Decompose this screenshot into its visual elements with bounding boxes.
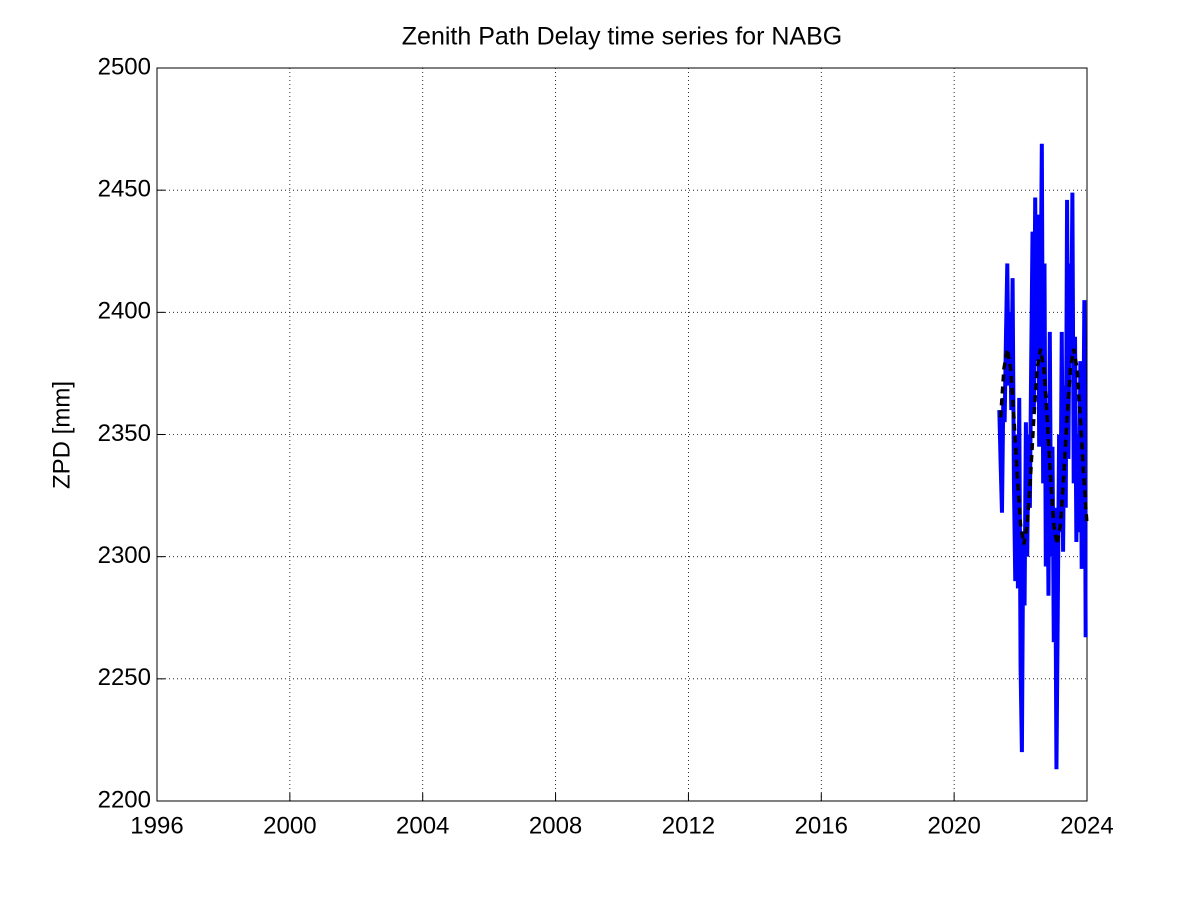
y-tick-label: 2300 [98, 542, 151, 569]
y-axis-label: ZPD [mm] [48, 381, 75, 489]
data-line [997, 143, 1088, 770]
plot-frame [156, 67, 1088, 802]
chart-title: Zenith Path Delay time series for NABG [402, 23, 842, 51]
x-tick-label: 2004 [396, 812, 449, 839]
y-tick-label: 2350 [98, 420, 151, 447]
y-tick-label: 2200 [98, 786, 151, 813]
y-tick-label: 2400 [98, 298, 151, 325]
y-tick-label: 2450 [98, 176, 151, 203]
x-tick-label: 2024 [1060, 812, 1113, 839]
x-tick-label: 2016 [795, 812, 848, 839]
x-tick-label: 2008 [529, 812, 582, 839]
x-tick-label: 1996 [130, 812, 183, 839]
x-tick-label: 2020 [927, 812, 980, 839]
x-tick-label: 2012 [662, 812, 715, 839]
y-tick-label: 2250 [98, 664, 151, 691]
x-tick-label: 2000 [263, 812, 316, 839]
y-tick-label: 2500 [98, 53, 151, 80]
data-line [998, 348, 1089, 545]
